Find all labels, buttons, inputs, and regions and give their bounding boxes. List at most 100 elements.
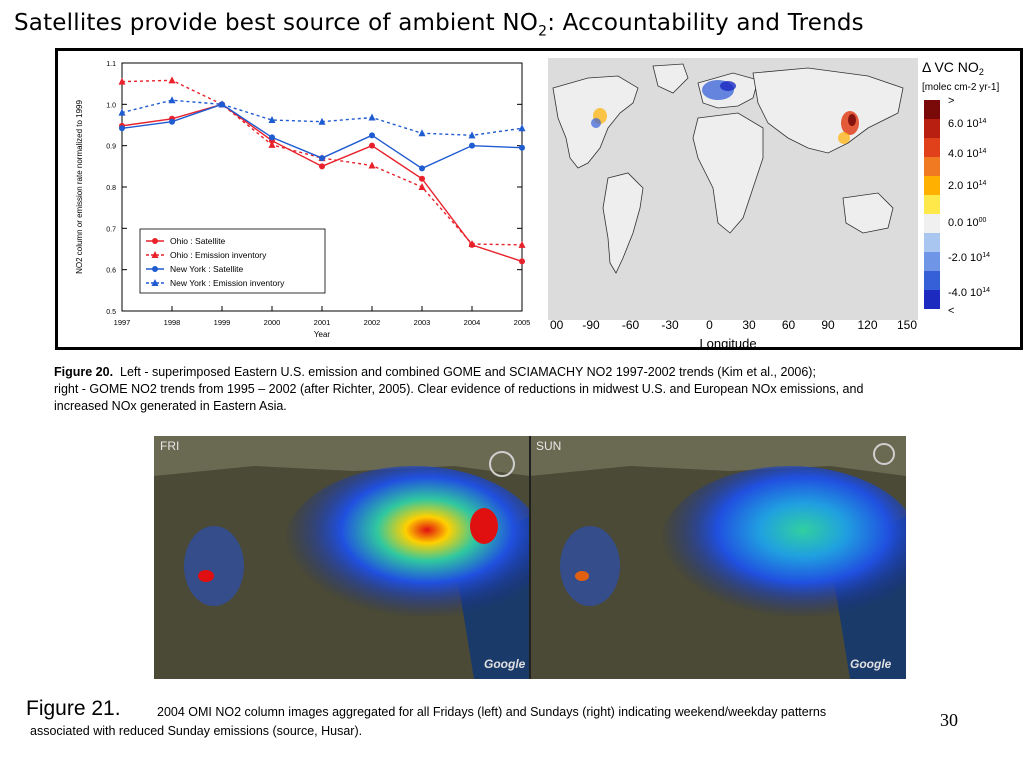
map-x-tick: 150 [897, 318, 917, 332]
legend-swatch [924, 176, 940, 195]
data-point [469, 142, 475, 149]
map-x-tick: 90 [821, 318, 835, 332]
x-tick-label: 1999 [214, 318, 231, 327]
map-x-tick: -60 [622, 318, 640, 332]
google-logo-left: Google [484, 657, 526, 671]
world-map-svg [548, 58, 918, 320]
figure-21-caption-line1: 2004 OMI NO2 column images aggregated fo… [157, 705, 827, 719]
legend-value: 4.0 1014 [948, 148, 986, 160]
map-x-tick: 30 [742, 318, 756, 332]
no2-trend-map [548, 58, 918, 320]
data-point [319, 155, 325, 162]
legend-label: New York : Satellite [170, 264, 244, 274]
legend-labels: >6.0 1014 4.0 1014 2.0 1014 0.0 1000 -2.0 10… [948, 95, 990, 317]
omi-images-svg: FRI Google SUN Google [154, 436, 906, 679]
legend-label: New York : Emission inventory [170, 278, 285, 288]
map-x-ticks: 00 -90 -60 -30 0 30 60 90 120 150 [550, 318, 917, 332]
data-point [118, 108, 126, 116]
legend-swatch [924, 271, 940, 290]
data-point [368, 161, 376, 169]
data-point [419, 175, 425, 182]
x-tick-label: 2001 [314, 318, 331, 327]
data-point [168, 96, 176, 104]
y-tick-label: 1.1 [106, 61, 116, 68]
figure-20-caption-line1: Left - superimposed Eastern U.S. emissio… [120, 365, 816, 379]
legend-swatch [924, 214, 940, 233]
data-point [369, 132, 375, 139]
compass-icon [489, 451, 515, 477]
data-point [118, 77, 126, 85]
trend-line-chart: 0.5 0.6 0.7 0.8 0.9 1.0 1.1 1997 1998 1999 2000 200… [60, 53, 538, 343]
x-tick-label: 1998 [164, 318, 181, 327]
legend-swatch [924, 119, 940, 138]
legend-marker [151, 251, 159, 258]
legend-title: Δ VC NO2 [922, 59, 984, 77]
data-point [169, 118, 175, 125]
legend-marker [151, 279, 159, 286]
legend-swatch [924, 233, 940, 252]
map-x-tick: -30 [661, 318, 679, 332]
map-x-label: Longitude [699, 336, 756, 350]
map-legend: Δ VC NO2 [molec cm-2 yr-1] >6.0 1014 4.0 … [922, 59, 999, 317]
legend-value: -2.0 1014 [948, 252, 990, 264]
data-point [519, 144, 525, 151]
data-point [269, 134, 275, 141]
legend-label: Ohio : Satellite [170, 236, 226, 246]
chart-legend [139, 228, 326, 294]
data-point [468, 131, 476, 139]
legend-swatch [924, 138, 940, 157]
map-x-tick: 0 [706, 318, 713, 332]
x-tick-label: 2004 [464, 318, 481, 327]
y-tick-label: 0.5 [106, 309, 116, 316]
map-x-axis: 00 -90 -60 -30 0 30 60 90 120 150 Longitude [550, 318, 917, 350]
x-tick-label: 1997 [114, 318, 131, 327]
data-point [119, 125, 125, 132]
x-axis-label: Year [314, 330, 331, 339]
data-point [168, 76, 176, 84]
figure-20-caption-line3: increased NOx generated in Eastern Asia. [54, 399, 287, 413]
omi-right-label: SUN [536, 439, 561, 453]
legend-value: -4.0 1014 [948, 287, 990, 299]
data-point [519, 258, 525, 265]
omi-left-label: FRI [160, 439, 179, 453]
x-tick-label: 2000 [264, 318, 281, 327]
chart-svg: 0.5 0.6 0.7 0.8 0.9 1.0 1.1 1997 1998 1999 2000 200… [75, 61, 531, 339]
x-tick-label: 2003 [414, 318, 431, 327]
data-point [318, 117, 326, 125]
data-point [468, 240, 476, 248]
figure-21-label: Figure 21. [26, 697, 121, 720]
y-tick-label: 0.6 [106, 268, 116, 275]
map-x-tick: 00 [550, 318, 564, 332]
legend-swatch [924, 157, 940, 176]
y-tick-label: 0.7 [106, 226, 116, 233]
map-x-tick: 120 [857, 318, 877, 332]
y-axis-label: NO2 column or emission rate normalized t… [75, 100, 84, 274]
google-logo-right: Google [850, 657, 892, 671]
page-number: 30 [940, 710, 958, 730]
data-point [218, 100, 226, 108]
data-point [369, 142, 375, 149]
legend-value: 6.0 1014 [948, 118, 986, 130]
legend-value: > [948, 95, 954, 107]
figure-20-label: Figure 20. [54, 365, 114, 379]
data-point [368, 113, 376, 121]
legend-swatch [924, 100, 940, 119]
legend-value: 0.0 1000 [948, 217, 986, 229]
legend-units: [molec cm-2 yr-1] [922, 82, 999, 93]
legend-marker [152, 238, 158, 244]
figure-21-caption-line2: associated with reduced Sunday emissions… [30, 724, 363, 738]
legend-swatch [924, 290, 940, 309]
data-point [518, 240, 526, 248]
legend-swatch [924, 195, 940, 214]
legend-swatches [924, 100, 940, 309]
data-point [268, 116, 276, 124]
x-tick-label: 2005 [514, 318, 531, 327]
map-x-tick: 60 [782, 318, 796, 332]
series-line [121, 79, 523, 246]
legend-label: Ohio : Emission inventory [170, 250, 267, 260]
legend-value: < [948, 305, 954, 317]
slide-title: Satellites provide best source of ambien… [14, 10, 864, 40]
data-point [518, 124, 526, 132]
data-point [418, 183, 426, 190]
data-point [418, 129, 426, 137]
